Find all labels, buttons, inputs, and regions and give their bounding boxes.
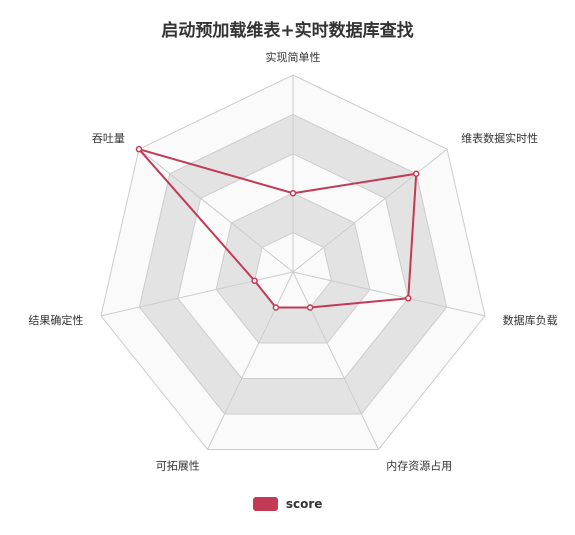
radar-axis-4	[207, 271, 294, 450]
data-point-1[interactable]	[412, 170, 420, 177]
data-point-2[interactable]	[404, 295, 412, 302]
radar-ring-2	[215, 192, 371, 344]
radar-ring-4	[138, 113, 448, 415]
indicator-label-3: 内存资源占用	[386, 459, 452, 473]
indicator-label-4: 可拓展性	[156, 459, 200, 473]
indicator-label-1: 维表数据实时性	[461, 131, 538, 145]
radar-band-3	[177, 153, 409, 379]
radar-series	[135, 145, 420, 311]
radar-axis-1	[292, 148, 448, 273]
radar-axis-2	[292, 271, 486, 317]
radar-axis-5	[100, 271, 294, 317]
data-point-4[interactable]	[272, 304, 280, 311]
data-point-3[interactable]	[306, 304, 314, 311]
data-point-6[interactable]	[135, 145, 143, 153]
radar-axes	[100, 74, 486, 450]
series-line-0	[137, 148, 418, 309]
indicator-label-6: 吞吐量	[92, 132, 125, 145]
data-point-5[interactable]	[251, 277, 258, 285]
radar-ring-5	[100, 74, 486, 450]
legend[interactable]: score	[0, 497, 575, 511]
radar-band-4	[139, 114, 447, 414]
indicator-label-0: 实现简单性	[266, 50, 321, 64]
legend-label: score	[285, 497, 323, 511]
radar-axis-6	[138, 148, 294, 273]
data-point-0[interactable]	[289, 189, 297, 197]
indicator-label-2: 数据库负载	[503, 313, 558, 327]
legend-swatch	[252, 497, 278, 511]
indicator-label-5: 结果确定性	[28, 313, 83, 327]
radar-axis-3	[292, 271, 379, 450]
chart-title: 启动预加载维表+实时数据库查找	[161, 21, 414, 41]
